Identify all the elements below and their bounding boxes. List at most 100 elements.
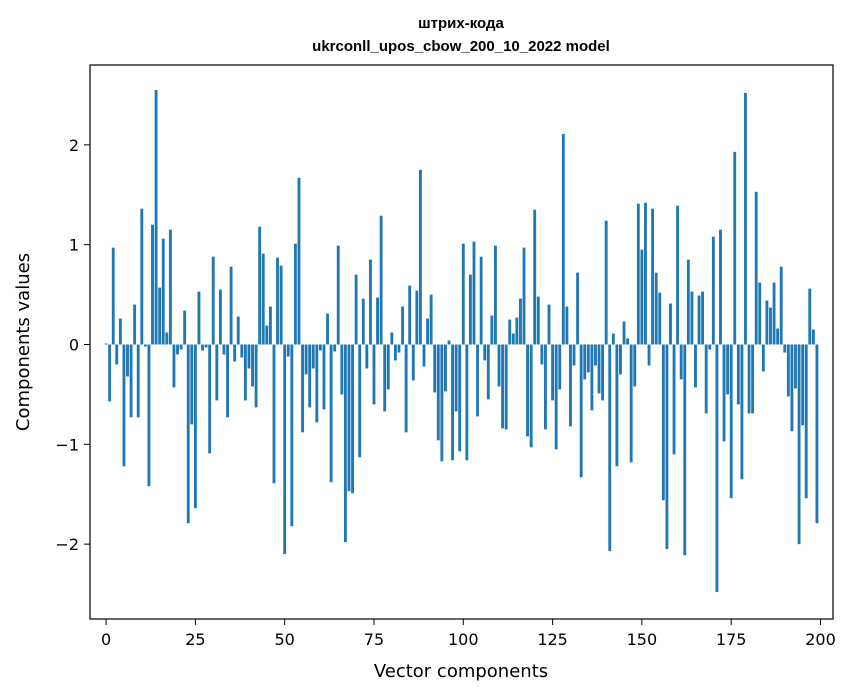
bar — [254, 344, 258, 408]
bar — [122, 344, 126, 467]
bar — [168, 229, 172, 345]
bar — [297, 177, 301, 345]
bar — [579, 344, 583, 478]
bar — [722, 344, 726, 442]
y-tick-label: 2 — [69, 136, 79, 155]
bar — [393, 344, 397, 361]
bar — [576, 272, 580, 345]
bars-group — [104, 89, 819, 593]
y-tick-label: 0 — [69, 335, 79, 354]
x-tick-label: 75 — [364, 630, 384, 649]
chart-subtitle: ukrconll_upos_cbow_200_10_2022 model — [312, 38, 610, 55]
bar — [733, 151, 737, 345]
bar — [322, 344, 326, 410]
bar — [651, 208, 655, 345]
bar — [304, 344, 308, 375]
bar — [261, 253, 265, 345]
bar — [165, 332, 169, 345]
bar — [315, 344, 319, 423]
bar — [347, 344, 351, 492]
bar — [697, 295, 701, 345]
bar — [418, 169, 422, 345]
bar — [458, 344, 462, 452]
bar — [268, 306, 272, 345]
bar — [386, 344, 390, 390]
bar — [451, 344, 454, 461]
bar — [201, 344, 204, 351]
x-tick-label: 125 — [537, 630, 568, 649]
bar — [661, 344, 665, 501]
bar — [172, 344, 176, 388]
x-tick-label: 0 — [101, 630, 111, 649]
bar — [351, 344, 354, 494]
bar — [240, 344, 244, 358]
bar — [544, 344, 547, 430]
bar — [333, 344, 337, 352]
bar — [636, 203, 640, 345]
bar — [526, 344, 530, 437]
bar — [797, 344, 801, 545]
bar — [704, 344, 708, 414]
bar — [115, 344, 119, 365]
bar — [497, 344, 501, 387]
bar — [161, 238, 165, 345]
bar — [679, 344, 683, 380]
bar — [551, 344, 555, 401]
bar — [804, 344, 808, 499]
bar — [536, 296, 540, 345]
bar — [711, 236, 715, 345]
bar — [708, 344, 712, 350]
bar — [561, 133, 565, 345]
bar — [476, 344, 480, 417]
bar — [672, 344, 676, 455]
bar — [126, 344, 129, 377]
bar — [204, 344, 208, 348]
bar — [129, 344, 133, 418]
bar — [597, 344, 601, 394]
bar — [736, 344, 740, 405]
bar — [440, 344, 444, 462]
bar — [233, 344, 237, 362]
bar — [154, 89, 158, 345]
bar — [808, 288, 812, 345]
bar — [640, 249, 644, 345]
bar — [540, 344, 544, 365]
bar — [811, 329, 815, 345]
bar — [465, 344, 469, 461]
bar — [761, 344, 765, 372]
bar — [729, 344, 733, 499]
bar — [622, 321, 626, 345]
bar — [565, 306, 569, 345]
bar — [429, 294, 433, 345]
bar — [404, 344, 408, 433]
bar — [608, 344, 612, 552]
x-tick-label: 200 — [805, 630, 836, 649]
bar — [311, 344, 315, 369]
bar — [569, 344, 572, 427]
bar — [397, 344, 401, 353]
bar — [283, 344, 287, 555]
bar — [594, 344, 597, 366]
bar — [186, 344, 190, 524]
bar — [572, 344, 576, 366]
bar — [422, 344, 426, 367]
bar — [779, 266, 783, 345]
bar — [515, 317, 519, 345]
bar — [118, 318, 122, 345]
bar — [740, 344, 744, 480]
bar — [279, 265, 283, 345]
bar — [658, 292, 662, 345]
bar — [494, 245, 497, 345]
bar — [372, 344, 376, 405]
bar — [479, 256, 483, 345]
x-axis-label: Vector components — [374, 661, 548, 682]
bar — [143, 344, 147, 347]
bar — [815, 344, 819, 524]
bar — [776, 328, 780, 345]
bar — [436, 344, 440, 441]
bar — [769, 307, 772, 345]
bar — [286, 344, 290, 357]
bar — [633, 344, 637, 387]
x-tick-label: 25 — [185, 630, 205, 649]
bar — [390, 332, 394, 345]
